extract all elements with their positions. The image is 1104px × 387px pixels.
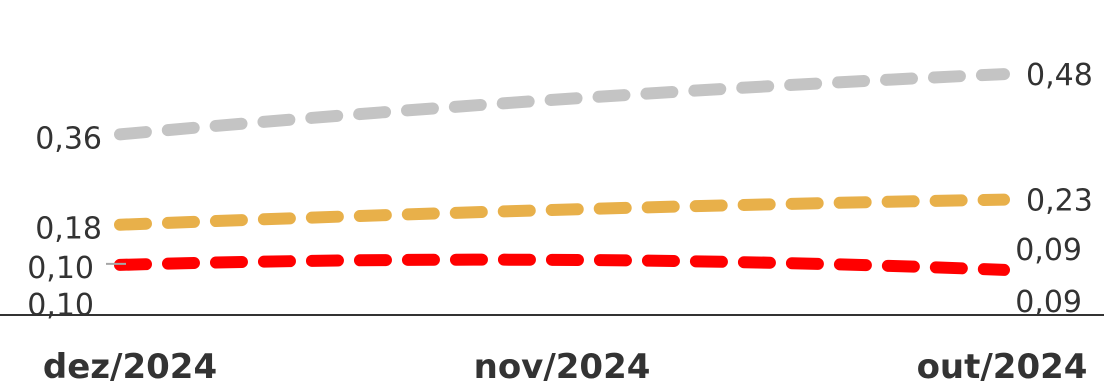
data-label-series-0-left: 0,36 [35, 121, 102, 156]
data-label-series-3-right: 0,09 [1015, 285, 1082, 320]
x-tick-label: dez/2024 [43, 347, 217, 387]
data-label-series-1-right: 0,23 [1026, 184, 1093, 219]
data-label-series-1-left: 0,18 [35, 212, 102, 247]
series-0-line [114, 68, 1010, 141]
series-2-line [114, 253, 1010, 276]
data-label-series-3-left: 0,10 [27, 288, 94, 323]
series-layer [106, 68, 1010, 276]
data-label-layer: 0,36 0,48 0,18 0,23 0,10 0,09 0,10 0,09 [27, 58, 1093, 323]
x-tick-layer: dez/2024 nov/2024 out/2024 [43, 347, 1088, 387]
x-tick-label: out/2024 [917, 347, 1088, 387]
data-label-series-0-right: 0,48 [1026, 58, 1093, 93]
data-label-series-2-left: 0,10 [27, 251, 94, 286]
x-tick-label: nov/2024 [474, 347, 651, 387]
data-label-series-2-right: 0,09 [1015, 233, 1082, 268]
series-1-line [114, 193, 1010, 231]
